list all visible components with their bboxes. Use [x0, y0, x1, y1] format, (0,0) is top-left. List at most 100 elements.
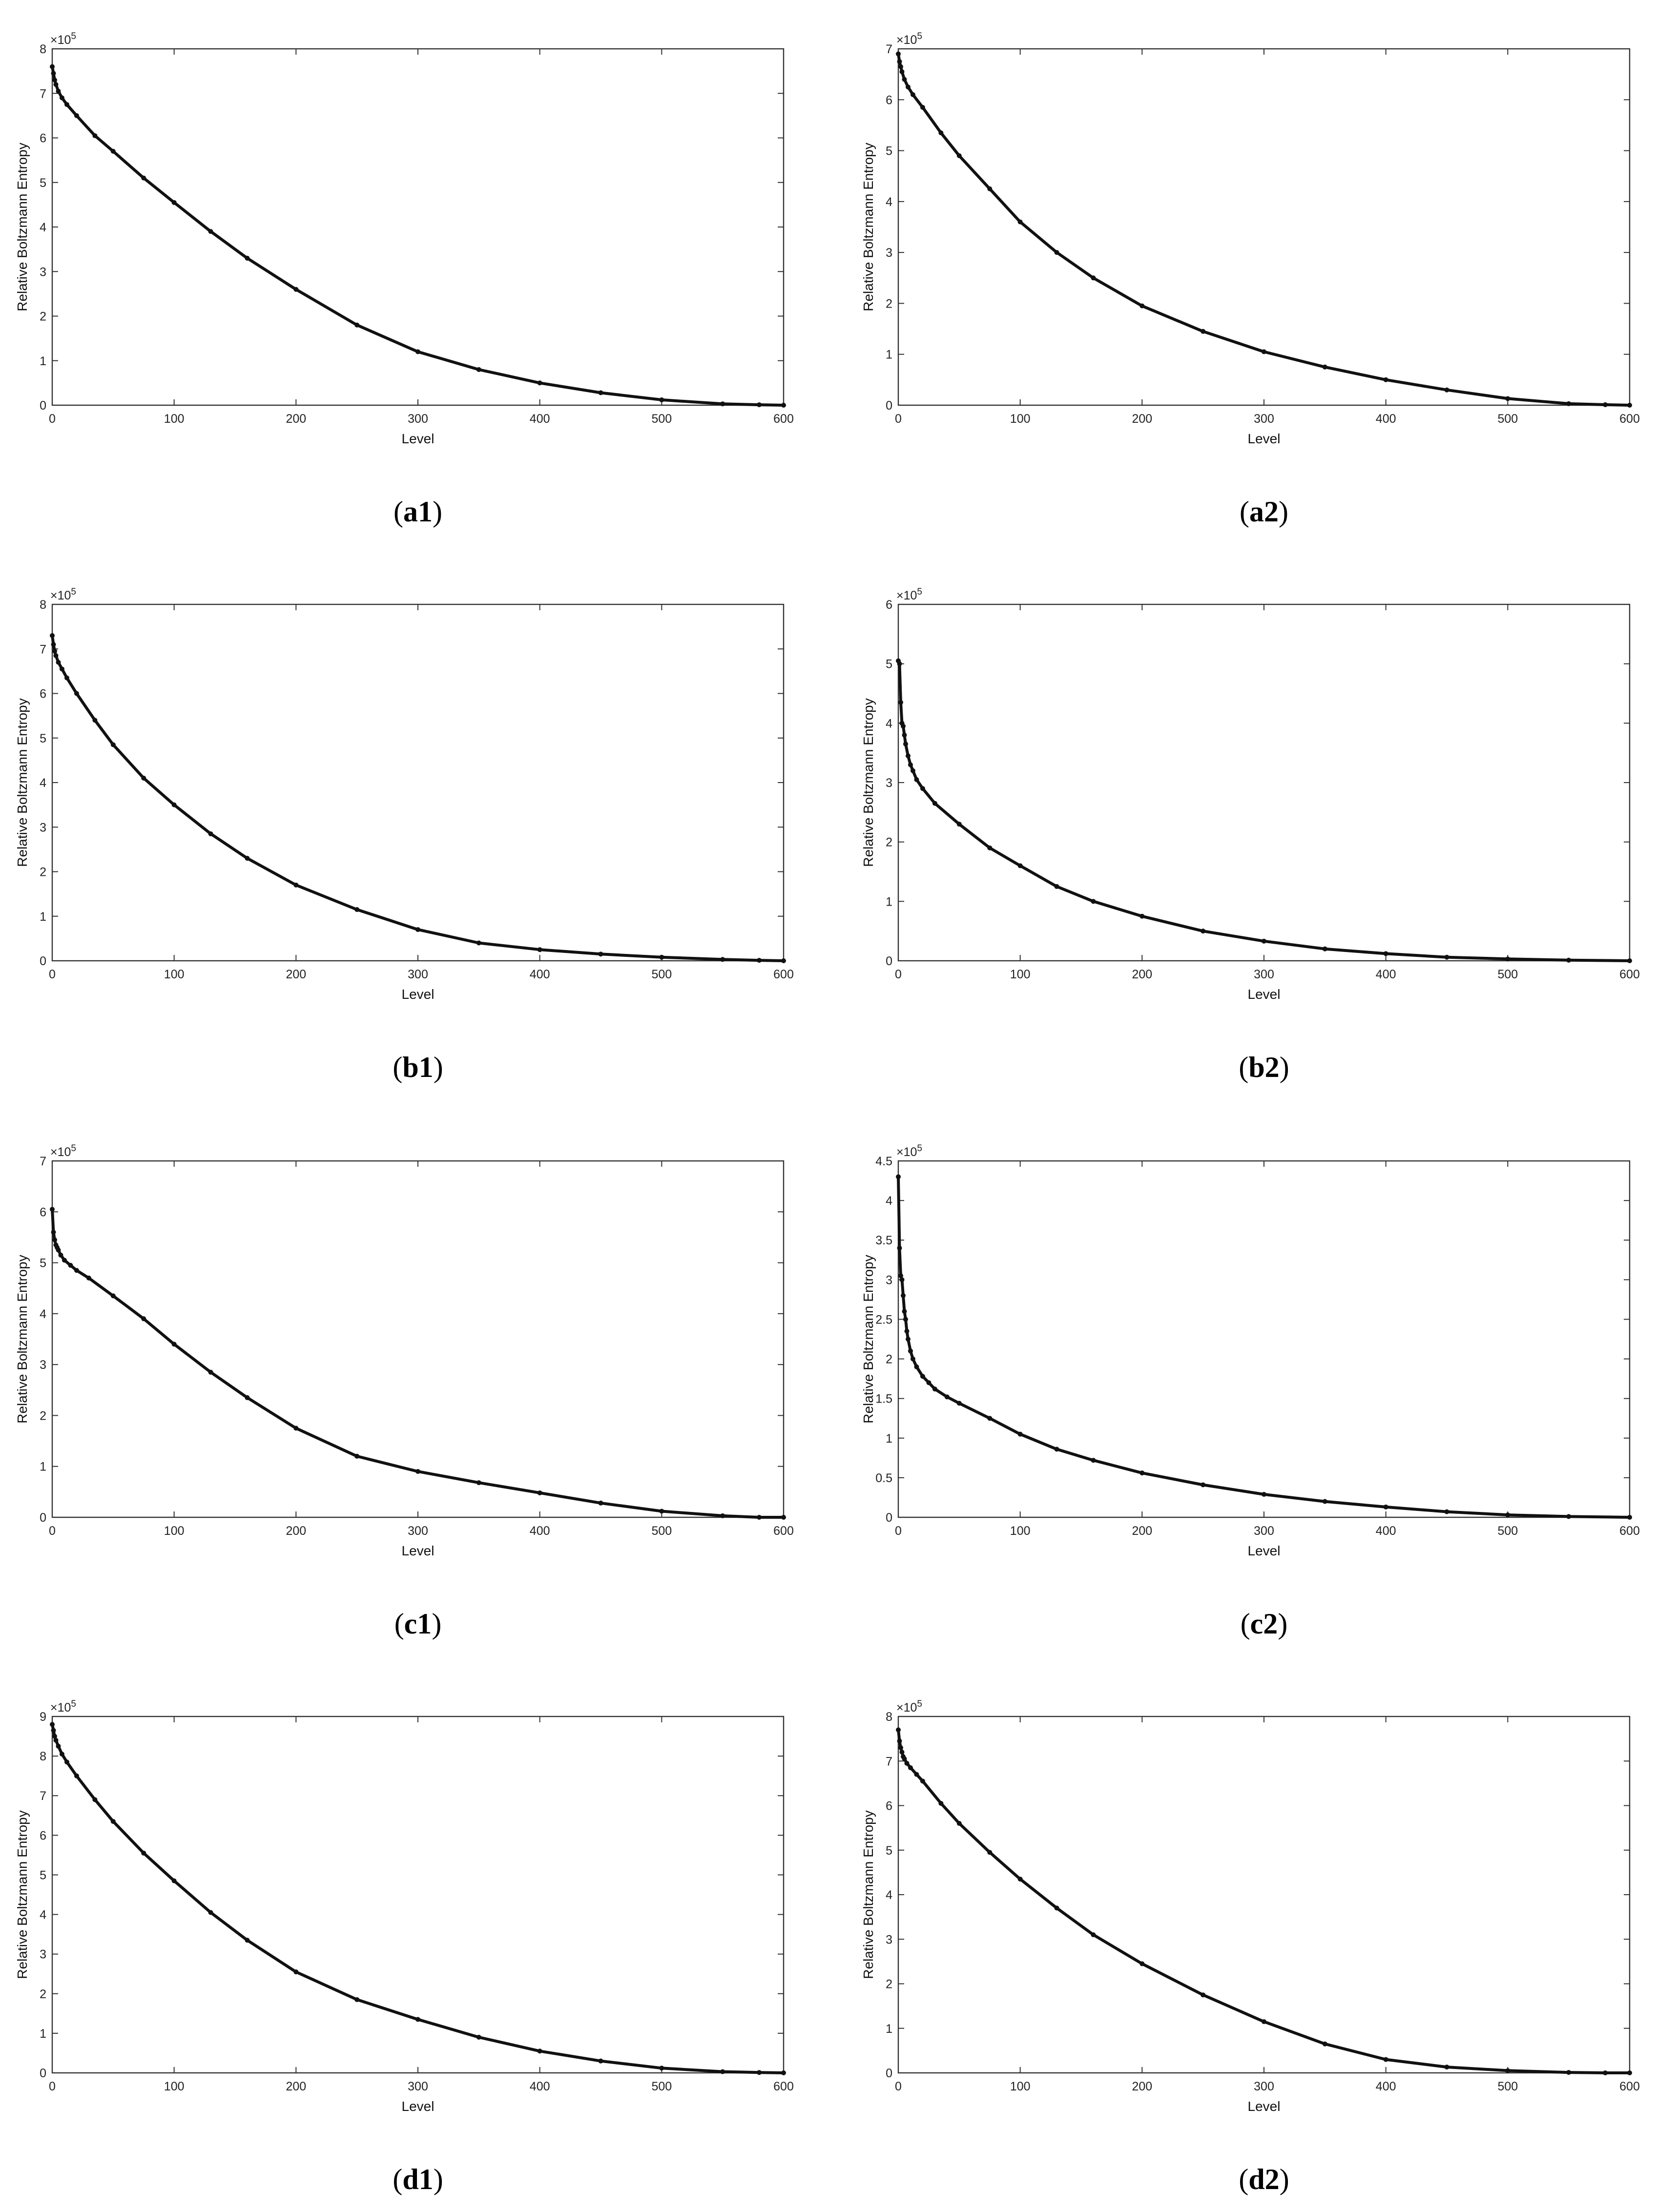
data-point: [905, 84, 911, 90]
y-multiplier-base: ×10: [896, 33, 917, 47]
data-point: [932, 1386, 937, 1392]
y-tick-label: 4: [40, 1908, 46, 1922]
data-point: [1505, 956, 1511, 962]
data-point: [52, 77, 57, 83]
data-point: [293, 882, 299, 888]
y-tick-label: 8: [40, 1750, 46, 1763]
y-tick-label: 2: [40, 866, 46, 879]
y-tick-label: 5: [886, 1844, 892, 1858]
data-point: [50, 1722, 55, 1727]
data-point: [245, 1395, 250, 1400]
y-axis-label: Relative Boltzmann Entropy: [15, 698, 30, 867]
x-tick-label: 0: [895, 412, 902, 426]
caption-open-paren: (: [1240, 496, 1249, 528]
y-tick-label: 0: [40, 1511, 46, 1525]
data-point: [1627, 958, 1632, 963]
data-point: [896, 51, 901, 57]
data-point: [920, 786, 925, 791]
caption-label: c1: [404, 1608, 432, 1640]
data-point: [903, 741, 908, 746]
data-point: [899, 1277, 905, 1282]
data-point: [898, 700, 903, 705]
y-multiplier-exponent: 5: [71, 1143, 76, 1154]
x-tick-label: 400: [1376, 968, 1396, 981]
data-point: [1627, 1515, 1632, 1520]
data-point: [902, 77, 907, 82]
caption-label: a2: [1249, 496, 1279, 528]
panel-caption: (a2): [1240, 496, 1288, 528]
y-tick-label: 1: [886, 2022, 892, 2036]
data-point: [1444, 954, 1449, 960]
x-tick-label: 500: [1497, 968, 1518, 981]
data-point: [1054, 1447, 1059, 1452]
y-tick-label: 0: [40, 399, 46, 413]
data-point: [59, 95, 64, 101]
data-point: [900, 1293, 906, 1298]
y-tick-label: 5: [886, 658, 892, 671]
data-point: [1444, 387, 1449, 393]
y-tick-label: 5: [40, 176, 46, 190]
caption-label: d1: [402, 2163, 433, 2195]
data-point: [92, 133, 98, 138]
x-tick-label: 0: [49, 1524, 56, 1538]
data-point: [926, 1380, 932, 1385]
x-tick-label: 500: [1497, 2080, 1518, 2093]
data-point: [1054, 250, 1059, 255]
data-point: [171, 802, 177, 807]
panel-caption: (d1): [393, 2163, 443, 2195]
data-point: [476, 1480, 481, 1486]
y-tick-label: 2: [40, 1987, 46, 2001]
y-tick-label: 1: [40, 2027, 46, 2041]
data-point: [415, 1469, 420, 1474]
data-point: [757, 2070, 762, 2075]
data-point: [898, 1745, 903, 1750]
y-tick-label: 4.5: [875, 1155, 892, 1168]
data-point: [910, 768, 915, 773]
data-point: [53, 1737, 59, 1743]
data-point: [51, 71, 56, 76]
y-multiplier: ×105: [50, 587, 76, 602]
data-point: [598, 2058, 603, 2064]
data-point: [110, 1819, 116, 1824]
data-point: [52, 1734, 57, 1739]
data-point: [987, 1416, 993, 1421]
data-point: [1505, 396, 1511, 401]
y-multiplier-base: ×10: [50, 1701, 71, 1715]
y-tick-label: 1: [40, 1460, 46, 1474]
data-point: [914, 1772, 919, 1777]
data-point: [110, 742, 116, 747]
data-point: [1322, 2041, 1327, 2047]
data-point: [1017, 863, 1023, 868]
panel-caption: (c1): [394, 1608, 442, 1640]
caption-close-paren: ): [1278, 1608, 1287, 1640]
data-point: [537, 380, 542, 386]
data-point: [903, 1317, 908, 1322]
x-axis-label: Level: [402, 431, 435, 446]
y-axis-label: Relative Boltzmann Entropy: [861, 143, 876, 311]
y-multiplier-base: ×10: [50, 589, 71, 602]
y-tick-label: 5: [40, 1257, 46, 1270]
caption-close-paren: ): [434, 1051, 443, 1083]
data-point: [900, 724, 906, 729]
data-point: [1383, 1504, 1388, 1509]
y-tick-label: 0: [40, 2067, 46, 2080]
data-point: [74, 1773, 79, 1778]
chart-panel-a1: 0 100 200 300 400 500 600012345678×105LevelRel…: [15, 31, 794, 528]
data-point: [781, 958, 786, 963]
y-multiplier: ×105: [896, 31, 922, 47]
y-tick-label: 4: [886, 1888, 892, 1902]
y-tick-label: 6: [886, 598, 892, 612]
data-point: [208, 1369, 213, 1375]
y-multiplier: ×105: [50, 1699, 76, 1715]
y-tick-label: 2.5: [875, 1313, 892, 1326]
panel-caption: (a1): [393, 496, 442, 528]
y-tick-label: 0: [886, 2067, 892, 2080]
x-tick-label: 300: [1254, 2080, 1274, 2093]
data-point: [897, 1738, 902, 1744]
y-tick-label: 3: [40, 1948, 46, 1962]
y-tick-label: 5: [886, 145, 892, 158]
x-tick-label: 100: [164, 412, 185, 426]
data-point: [415, 927, 420, 932]
x-tick-label: 500: [1497, 412, 1518, 426]
y-tick-label: 4: [40, 1307, 46, 1321]
